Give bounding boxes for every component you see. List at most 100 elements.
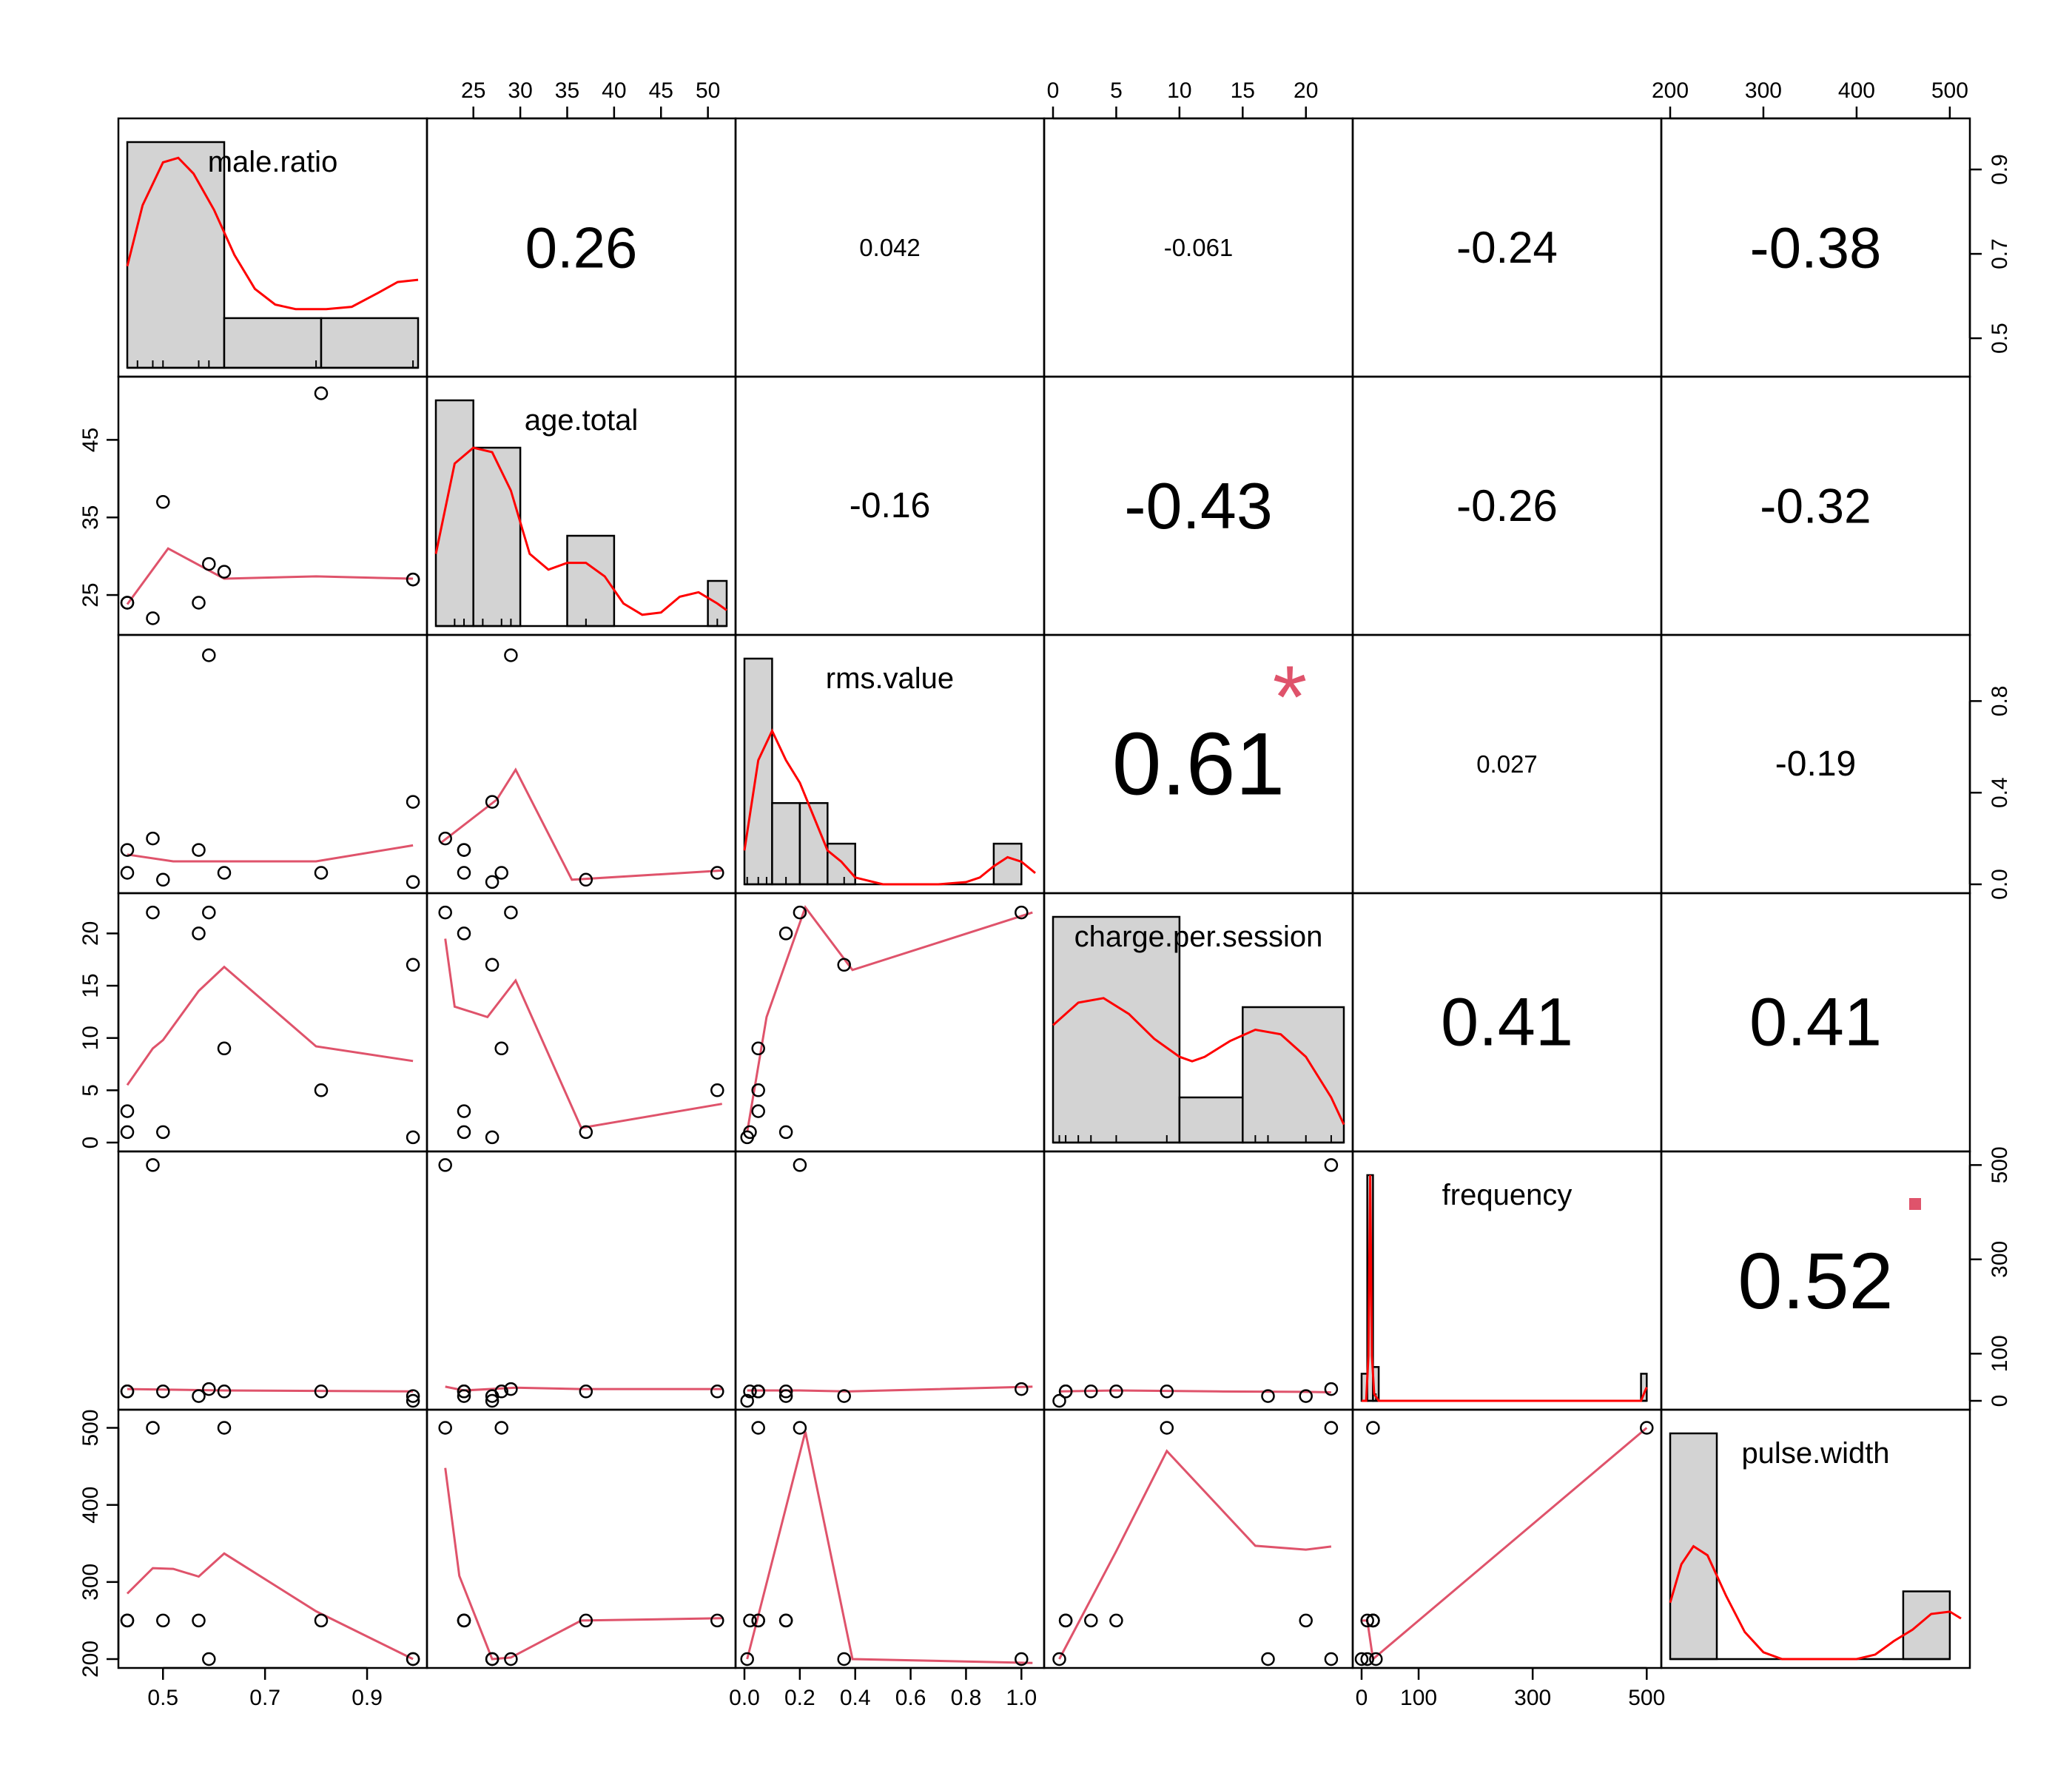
data-point: [192, 926, 206, 941]
scatter-panel-frequency-vs-charge.per.session: [1052, 1158, 1339, 1408]
bottom-axis-frequency: 0 100 300 500: [1356, 1666, 1665, 1710]
data-point: [751, 1421, 765, 1435]
scatter-panel-charge.per.session-vs-male.ratio: [120, 905, 420, 1145]
data-point: [457, 1389, 471, 1403]
tick-label: 25: [78, 582, 103, 607]
scatter-panel-frequency-vs-male.ratio: [120, 1158, 420, 1408]
data-point: [710, 1613, 724, 1628]
data-point: [217, 1421, 232, 1435]
scatter-panel-frequency-vs-rms.value: [740, 1158, 1033, 1408]
tick-label: 0.8: [1988, 686, 2012, 717]
histogram-panel-pulse.width: pulse.width: [1669, 1432, 1962, 1661]
data-point: [1160, 1385, 1174, 1399]
data-point: [793, 1158, 807, 1172]
data-point: [406, 572, 420, 587]
variable-label: age.total: [525, 404, 638, 437]
tick-label: 5: [78, 1084, 103, 1097]
correlation-panel-frequency-vs-pulse.width: 0.52: [1738, 1198, 1921, 1325]
top-axis-age.total: 25 30 35 40 45 50: [461, 78, 720, 120]
data-point: [1369, 1652, 1383, 1666]
data-point: [457, 1385, 471, 1399]
histogram-panel-frequency: frequency: [1360, 1174, 1648, 1402]
data-point: [778, 1613, 793, 1628]
data-point: [217, 565, 232, 579]
top-axis-pulse.width: 200 300 400 500: [1652, 78, 1968, 120]
histogram-bar: [126, 141, 226, 369]
tick-label: 20: [78, 921, 103, 946]
data-point: [1261, 1389, 1275, 1403]
correlation-value: -0.24: [1456, 223, 1558, 272]
scatter-panel-pulse.width-vs-rms.value: [740, 1421, 1033, 1666]
variable-label: rms.value: [826, 662, 954, 695]
data-point: [579, 872, 593, 887]
correlation-value: 0.61: [1112, 715, 1285, 814]
tick-label: 0: [1047, 78, 1060, 103]
data-point: [146, 611, 160, 625]
tick-label: 0: [1988, 1395, 2012, 1407]
data-point: [217, 1385, 232, 1399]
panel-border: [1043, 1408, 1354, 1669]
panel-border: [1351, 1408, 1663, 1669]
left-axis-pulse.width: 200 300 400 500: [78, 1409, 120, 1678]
histogram-bar: [1178, 1096, 1244, 1144]
data-point: [1058, 1385, 1073, 1399]
panel-border: [734, 1408, 1046, 1669]
data-point: [485, 1393, 500, 1408]
tick-label: 0.0: [1988, 869, 2012, 900]
panel-border: [1660, 1408, 1971, 1669]
correlation-value: 0.41: [1749, 985, 1882, 1060]
correlation-value: -0.38: [1750, 215, 1882, 280]
data-point: [202, 648, 216, 662]
correlation-panel-male.ratio-vs-age.total: 0.26: [525, 215, 638, 280]
data-point: [1324, 1158, 1339, 1172]
panel-border: [426, 633, 737, 895]
tick-label: 0: [1356, 1686, 1368, 1710]
data-point: [1640, 1421, 1654, 1435]
data-point: [120, 1385, 135, 1399]
tick-label: 500: [1931, 78, 1968, 103]
data-point: [1052, 1393, 1066, 1408]
smooth-line: [746, 904, 1033, 1133]
data-point: [146, 831, 160, 846]
data-point: [192, 843, 206, 857]
tick-label: 30: [508, 78, 532, 103]
data-point: [793, 905, 807, 920]
smooth-line: [746, 1431, 1033, 1664]
data-point: [120, 1104, 135, 1118]
data-point: [438, 905, 452, 920]
correlation-value: -0.16: [850, 486, 930, 525]
panel-border: [734, 1150, 1046, 1411]
correlation-value: -0.43: [1124, 469, 1273, 542]
histogram-bar: [743, 657, 773, 886]
data-point: [120, 866, 135, 880]
tick-label: 0.9: [1988, 154, 2012, 185]
panel-border: [426, 1408, 737, 1669]
tick-label: 500: [1628, 1686, 1665, 1710]
histogram-bar: [1902, 1590, 1951, 1661]
data-point: [710, 866, 724, 880]
tick-label: 45: [649, 78, 673, 103]
tick-label: 0.5: [147, 1686, 178, 1710]
left-axis-age.total: 25 35 45: [78, 428, 120, 608]
data-point: [438, 831, 452, 846]
data-point: [406, 1652, 420, 1666]
correlation-panel-age.total-vs-frequency: -0.26: [1456, 481, 1558, 531]
data-point: [314, 1083, 329, 1097]
tick-label: 10: [78, 1026, 103, 1050]
data-point: [120, 596, 135, 610]
correlation-value: -0.19: [1775, 744, 1856, 784]
data-point: [1366, 1421, 1380, 1435]
data-point: [192, 1389, 206, 1403]
data-point: [579, 1613, 593, 1628]
histogram-panel-charge.per.session: charge.per.session: [1052, 915, 1345, 1144]
data-point: [192, 1613, 206, 1628]
data-point: [120, 1125, 135, 1140]
data-point: [406, 795, 420, 809]
tick-label: 300: [1514, 1686, 1551, 1710]
data-point: [202, 905, 216, 920]
panel-border: [117, 633, 428, 895]
tick-label: 500: [1988, 1146, 2012, 1183]
correlation-value: -0.26: [1456, 481, 1558, 531]
tick-label: 200: [78, 1641, 103, 1678]
